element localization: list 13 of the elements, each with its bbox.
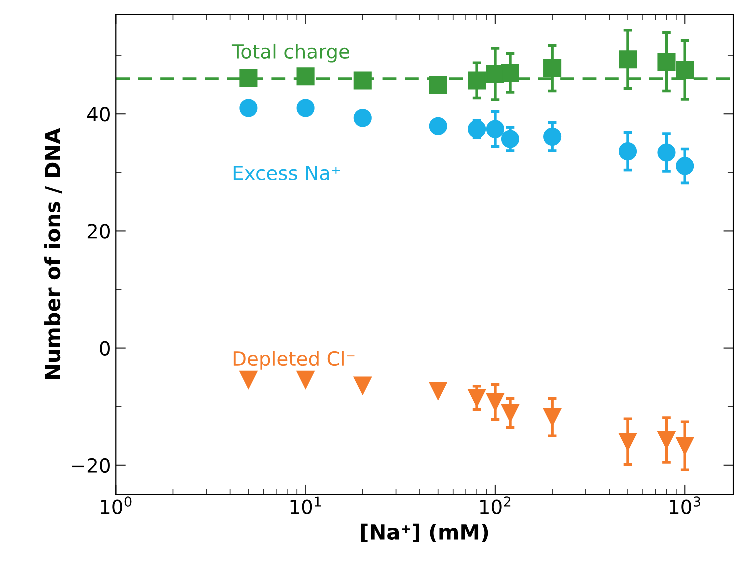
y-tick-label: 20 [88,224,110,239]
x-tick-label: 10$^{3}$ [670,496,700,514]
y-tick-label: 40 [87,107,110,122]
x-tick-label: 10$^{2}$ [480,496,511,514]
y-tick-label: 0 [100,341,110,356]
text: Excess Na⁺ [234,166,340,181]
x-tick-label: 10$^{1}$ [290,496,322,514]
y-tick-label: −20 [72,458,110,474]
series-label: Depleted Cl⁻ [234,351,355,370]
y-axis-title: Number of ions / DNA [44,128,62,380]
x-tick-label: 10$^{0}$ [101,496,132,514]
series-label: Total charge [232,44,350,63]
x-axis-title: [Na⁺] (mM) [361,524,488,543]
